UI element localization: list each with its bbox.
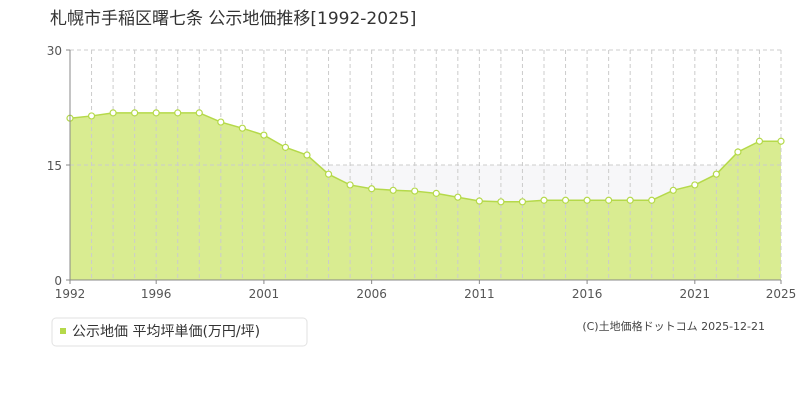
point (389, 186, 397, 194)
legend-label: 公示地価 平均坪単価(万円/坪) (72, 324, 260, 340)
point (626, 196, 634, 204)
point (518, 198, 527, 206)
point (454, 193, 462, 201)
point (303, 151, 311, 159)
legend-box (51, 317, 308, 347)
point (152, 109, 160, 117)
point (475, 197, 483, 205)
line (69, 112, 781, 203)
point (734, 148, 742, 156)
point (777, 137, 785, 145)
point (691, 181, 699, 189)
x-tick-label: 1996 (141, 287, 172, 301)
point (346, 181, 354, 189)
point (324, 170, 333, 178)
point (497, 198, 505, 206)
area (70, 112, 781, 280)
chart-title: 札幌市手稲区曙七条 公示地価推移[1992-2025] (50, 9, 416, 29)
x-tick-label: 2025 (766, 287, 797, 301)
x-tick-label: 2001 (249, 287, 280, 301)
x-tick-label: 2011 (464, 287, 495, 301)
point (755, 137, 764, 145)
point (583, 196, 591, 204)
y-tick-label: 15 (47, 159, 62, 173)
legend-marker (60, 328, 66, 334)
point (669, 186, 677, 194)
point (87, 112, 96, 120)
source: (C)土地価格ドットコム 2025-12-21 (582, 319, 765, 333)
y-tick-label: 0 (54, 274, 62, 288)
point (411, 187, 419, 195)
point (195, 109, 203, 117)
point (174, 109, 182, 117)
point (217, 118, 225, 126)
point (540, 196, 548, 204)
point (432, 189, 440, 197)
point (281, 143, 290, 151)
point (238, 124, 246, 132)
point (561, 196, 570, 204)
x-tick-label: 2006 (356, 287, 387, 301)
point (368, 185, 376, 193)
point (131, 109, 139, 117)
point (605, 196, 613, 204)
x-tick-label: 2016 (572, 287, 603, 301)
x-tick-label: 2021 (680, 287, 711, 301)
x-tick-label: 1992 (55, 287, 86, 301)
point (648, 196, 656, 204)
point (109, 109, 117, 117)
y-tick-label: 30 (47, 44, 62, 58)
point (712, 170, 720, 178)
point (260, 131, 268, 139)
